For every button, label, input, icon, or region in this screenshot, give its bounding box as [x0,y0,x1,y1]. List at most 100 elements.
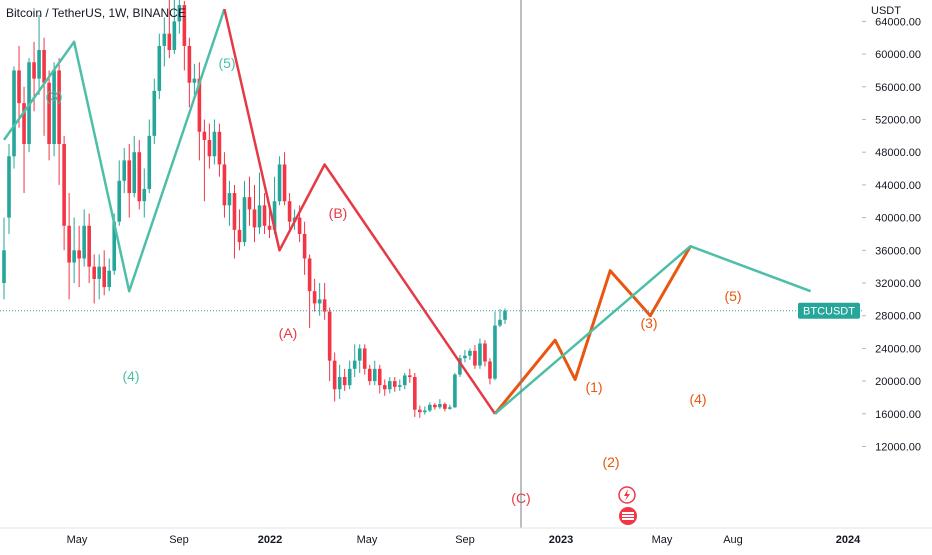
candle-body [207,139,212,157]
candle-body [503,310,507,320]
candle-body [357,348,362,361]
candle-body [267,225,272,230]
price-axis-unit: USDT [871,5,901,17]
candle-body [142,188,147,202]
candle-body [287,201,292,222]
wave-label: (3) [45,88,62,104]
candle-body [443,403,447,409]
candle-body [372,368,377,382]
price-tick-label: 44000.00 [875,180,921,192]
candle-body [147,135,152,189]
flag-glyph [622,512,634,520]
candle-body [202,131,207,140]
symbol-tag[interactable] [798,302,860,319]
time-tick-label: May [357,534,378,546]
candle-body [112,221,117,271]
candle-body [242,197,247,243]
time-tick-label: Aug [723,534,743,546]
candle-body [347,368,352,386]
price-tick-label: 28000.00 [875,311,921,323]
time-tick-label: 2024 [836,534,861,546]
price-tick-label: 24000.00 [875,343,921,355]
price-tick-label: 16000.00 [875,409,921,421]
time-tick-label: 2023 [549,534,573,546]
candle-body [2,250,6,283]
candle-body [478,343,482,366]
candle-body [127,160,132,194]
candle-body [137,152,142,202]
candle-body [117,180,122,222]
candle-body [227,193,232,206]
time-tick-label: Sep [169,534,189,546]
candle-body [483,343,487,362]
candle-body [408,375,412,378]
candle-body [382,385,387,390]
candle-body [277,164,282,202]
wave-line [493,245,692,415]
candle-body [352,360,357,369]
price-tick-label: 48000.00 [875,147,921,159]
price-tick-label: 60000.00 [875,49,921,61]
time-tick-label: May [67,534,88,546]
price-tick-label: 32000.00 [875,278,921,290]
candle-body [157,45,162,91]
candle-body [428,404,432,411]
candle-body [47,82,51,145]
candle-body [337,377,342,390]
candle-body [102,266,106,288]
candle-body [322,299,327,312]
candle-body [57,70,61,145]
candle-body [252,209,257,228]
candle-body [62,144,66,226]
time-tick-label: 2022 [258,534,282,546]
price-tick-label: 56000.00 [875,82,921,94]
candle-body [493,325,497,379]
candle-body [197,78,202,132]
candle-body [77,250,81,259]
candle-body [232,193,237,230]
candle-body [222,164,227,206]
symbol-tag-label: BTCUSDT [803,306,855,318]
candle-body [257,205,262,228]
candle-body [107,270,112,288]
candle-body [403,375,407,386]
wave-label: (2) [602,454,619,470]
candle-body [473,350,477,366]
wave-line [2,8,226,293]
wave-lines [2,8,812,415]
candle-body [377,368,382,386]
candle-body [332,360,337,390]
candle-body [82,225,86,259]
wave-line [223,8,497,415]
candle-body [488,361,492,379]
wave-label: (1) [585,379,602,395]
candle-body [17,70,21,104]
candle-body [327,311,332,361]
candle-body [282,164,287,202]
candle-body [387,381,392,390]
candle-body [312,291,317,304]
candle-body [32,62,36,79]
candle-body [162,33,167,46]
candle-body [453,374,457,408]
price-axis[interactable]: USDT72000.0068000.0064000.0060000.005600… [862,0,932,550]
candle-body [7,156,11,218]
candle-body [87,225,91,267]
candle-body [132,152,137,194]
candle-body [247,197,252,210]
candle-body [392,381,397,387]
wave-label: (4) [689,391,706,407]
candle-body [302,233,307,259]
candle-body [463,355,467,359]
time-axis[interactable]: May Sep 2022 May Sep 2023 May Aug 2024 [0,527,932,546]
price-tick-label: 12000.00 [875,442,921,454]
candle-body [12,70,16,157]
candle-body [498,319,502,326]
candle-body [468,350,472,356]
candle-body [42,50,46,83]
candle-body [342,377,347,386]
candle-body [22,103,26,145]
candle-body [97,266,101,279]
